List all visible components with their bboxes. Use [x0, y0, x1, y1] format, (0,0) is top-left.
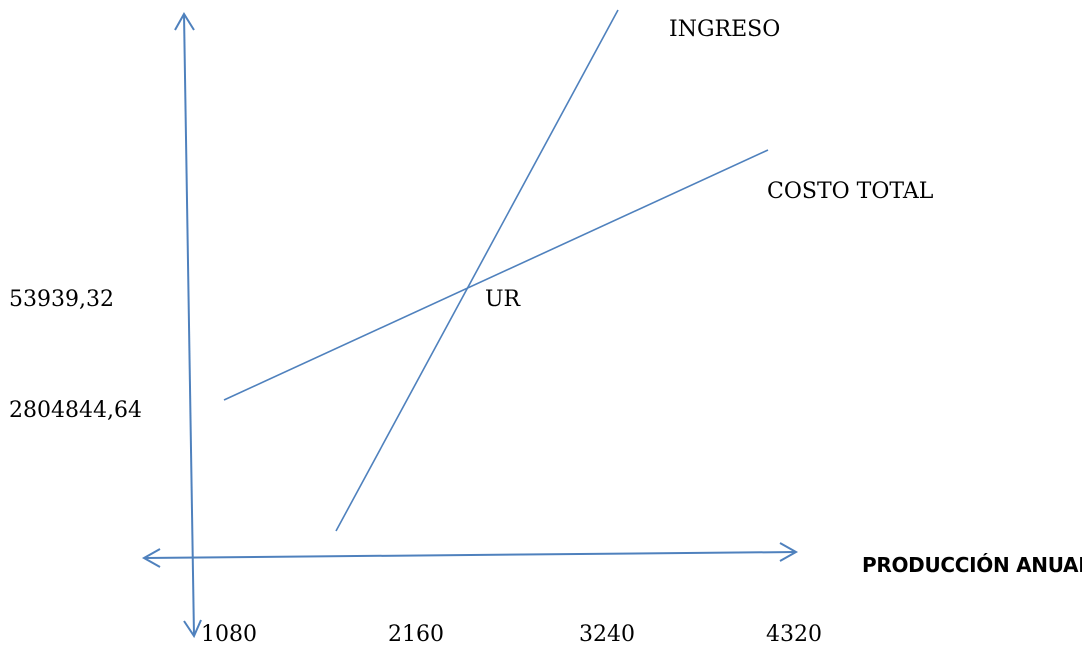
- ingreso-line: [335, 9, 619, 532]
- x-axis: [143, 551, 797, 559]
- x-axis-right-arrow: [779, 542, 799, 562]
- break-even-point-label: UR: [485, 287, 522, 312]
- x-tick-label: 1080: [201, 622, 257, 647]
- x-tick-label: 4320: [766, 622, 822, 647]
- x-tick-label: 2160: [388, 622, 444, 647]
- x-tick-label: 3240: [579, 622, 635, 647]
- costo-total-label: COSTO TOTAL: [767, 179, 934, 204]
- y-axis-top-arrow: [174, 12, 195, 31]
- y-axis: [183, 13, 195, 637]
- y-label-top: 53939,32: [9, 287, 114, 312]
- x-axis-left-arrow: [141, 548, 161, 568]
- ingreso-label: INGRESO: [669, 17, 780, 42]
- x-axis-title: PRODUCCIÓN ANUAL: [862, 553, 1082, 577]
- costo-total-line: [223, 149, 769, 401]
- y-label-bottom: 2804844,64: [9, 398, 142, 423]
- y-axis-bottom-arrow: [183, 619, 202, 639]
